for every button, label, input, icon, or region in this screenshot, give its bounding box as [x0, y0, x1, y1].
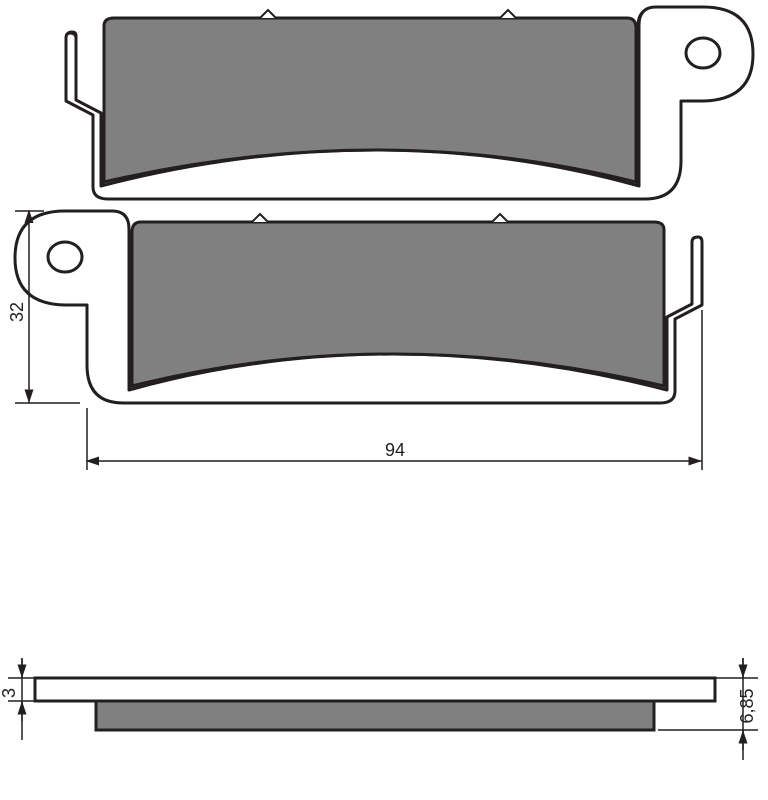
- dimension-value: 3: [0, 688, 19, 698]
- brake-pad-side-view: [35, 678, 715, 730]
- dimension-total-thickness: 6,85: [658, 658, 758, 760]
- brake-pad-bottom-view: [15, 211, 702, 403]
- mounting-hole-icon: [48, 242, 82, 272]
- brake-pad-top-view: [66, 7, 753, 199]
- technical-drawing-canvas: 32 94 3 6,85: [0, 0, 768, 800]
- dimension-value: 6,85: [737, 688, 757, 723]
- dimension-value: 32: [7, 302, 27, 322]
- dimension-backing-thickness: 3: [0, 658, 35, 740]
- mounting-hole-icon: [686, 38, 720, 68]
- dimension-value: 94: [385, 440, 405, 460]
